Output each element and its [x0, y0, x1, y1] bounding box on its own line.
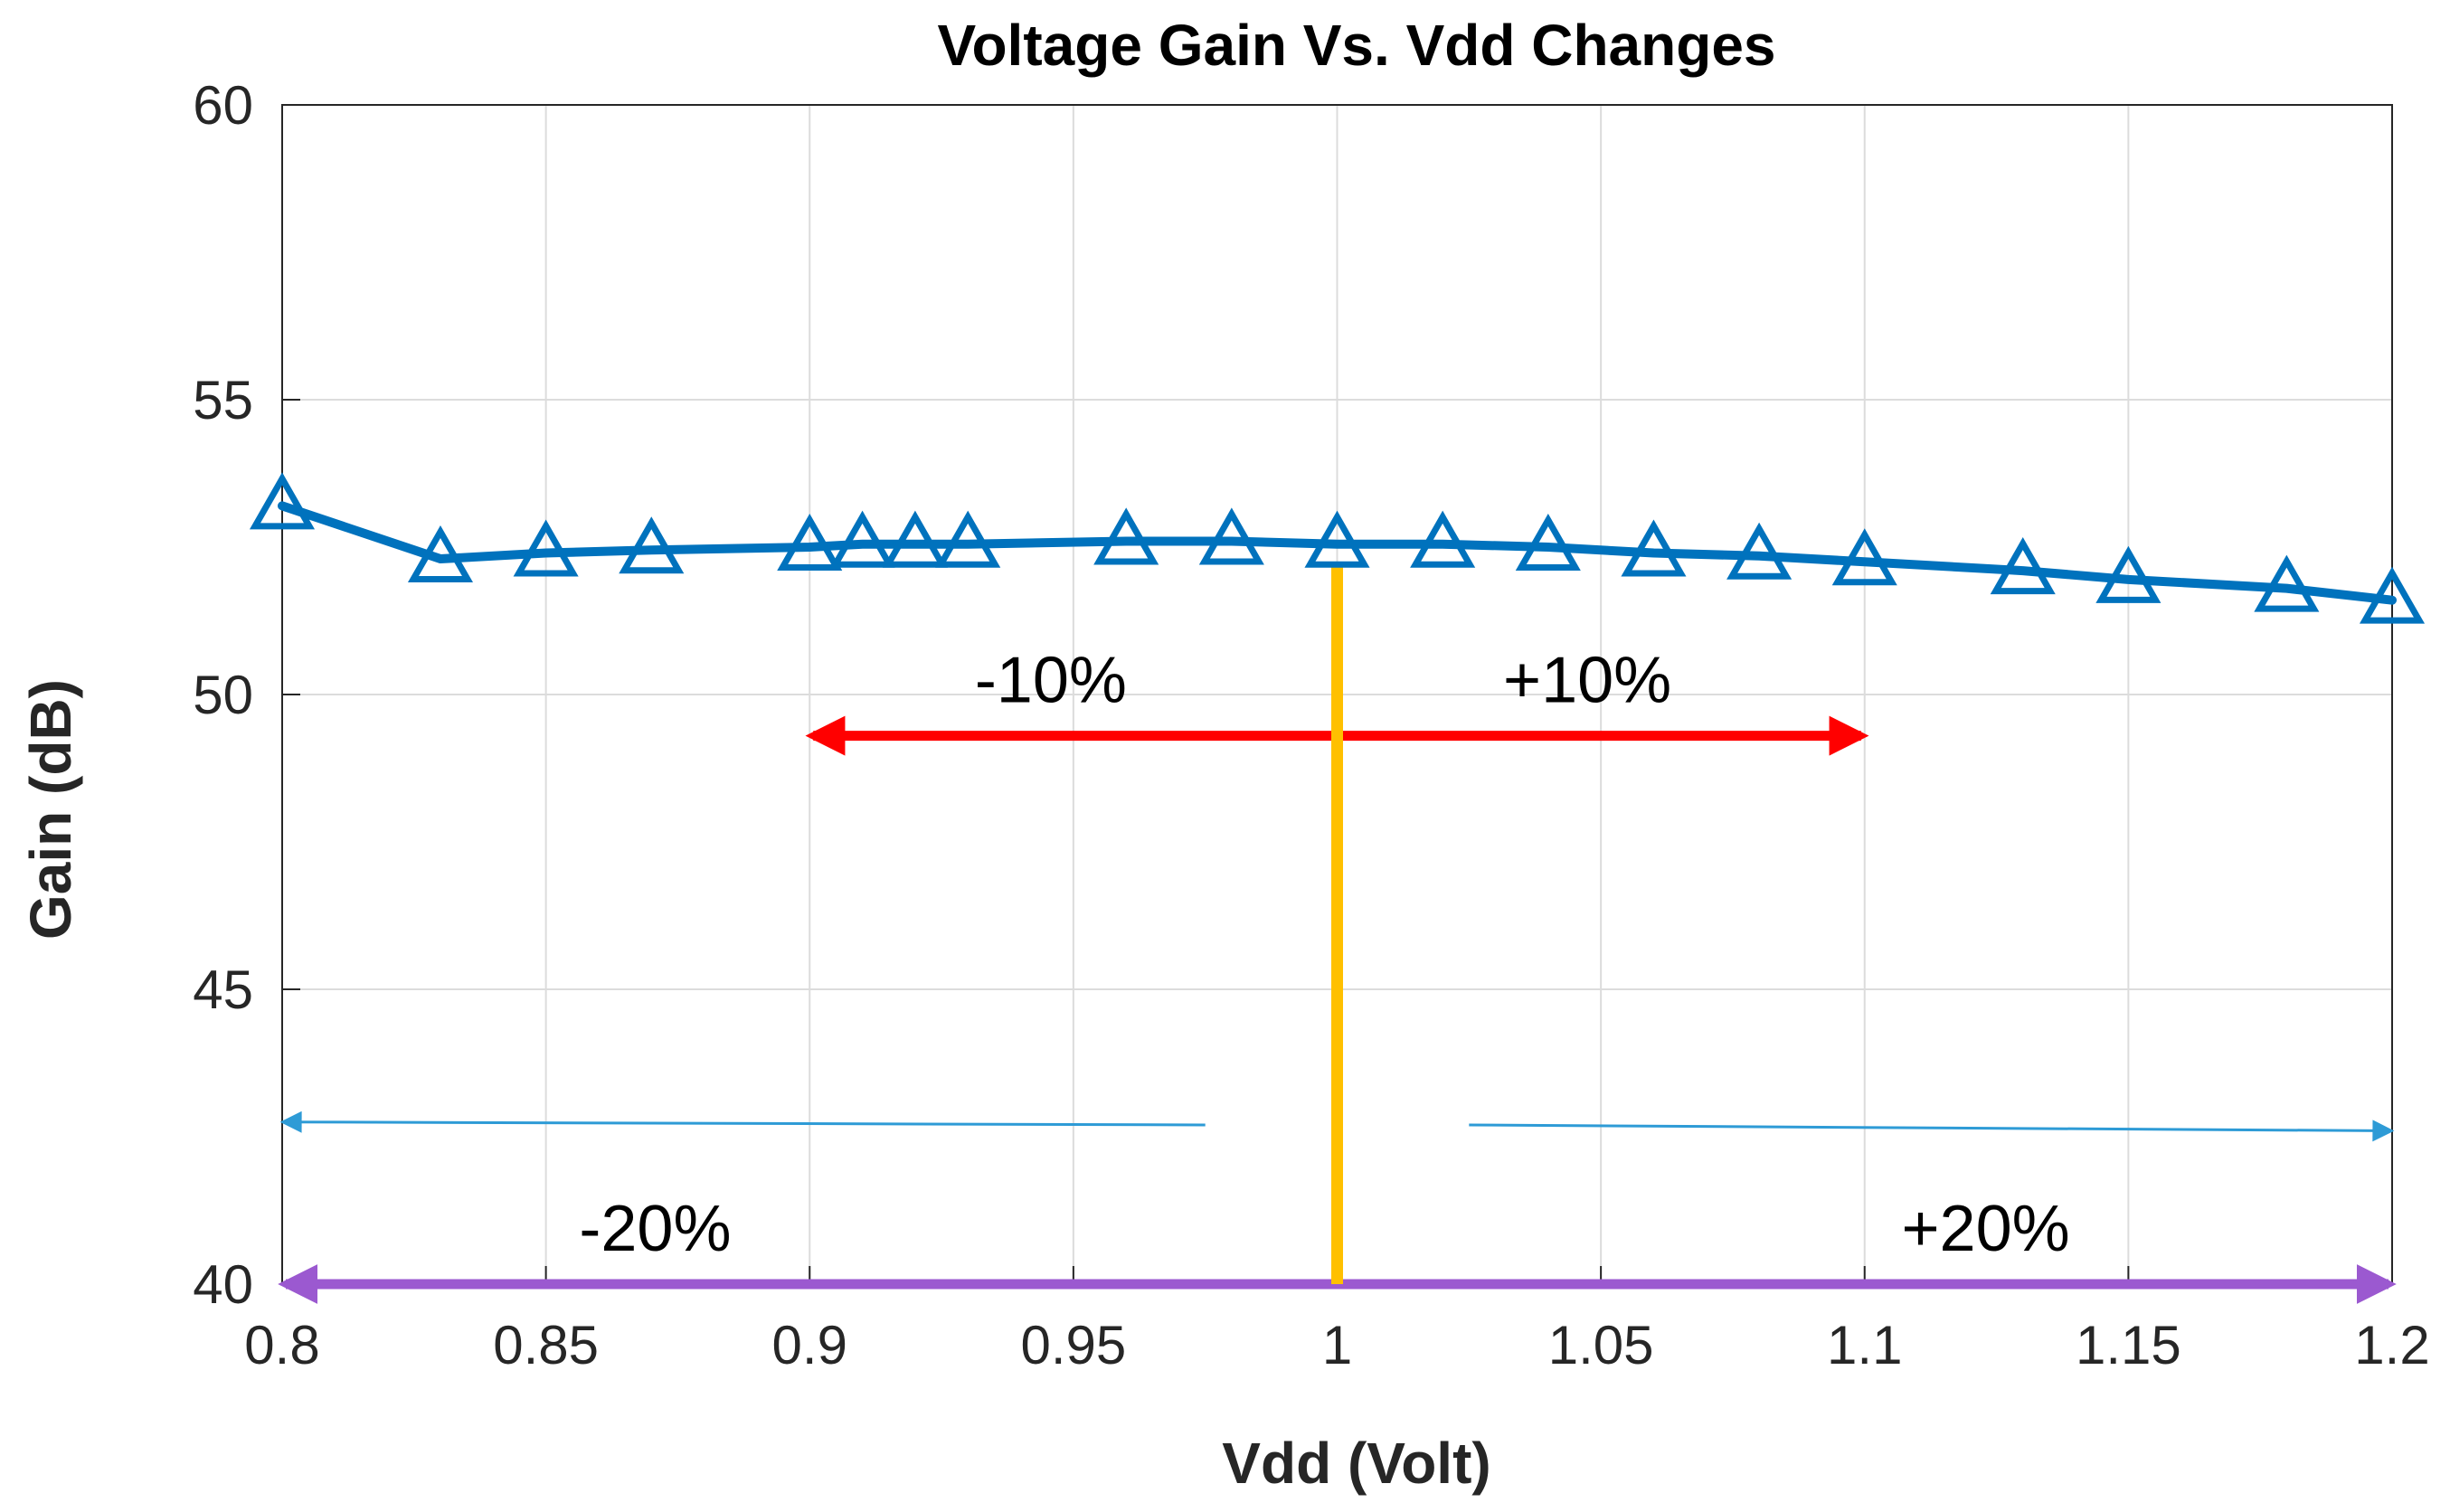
label-minus-20: -20% [579, 1193, 731, 1265]
data-point [1198, 507, 1264, 565]
x-axis-label: Vdd (Volt) [1222, 1431, 1490, 1496]
series-line [278, 501, 2397, 605]
data-point [407, 524, 474, 583]
y-tick-label: 55 [193, 370, 253, 430]
data-point [1990, 537, 2056, 595]
data-point [829, 510, 895, 568]
x-tick-label: 0.85 [493, 1315, 599, 1375]
label-minus-10: -10% [975, 644, 1127, 716]
x-tick-label: 1.15 [2076, 1315, 2181, 1375]
y-tick-label: 60 [193, 75, 253, 136]
data-point [1621, 519, 1687, 577]
chart-title: Voltage Gain Vs. Vdd Changes [938, 13, 1776, 78]
data-point [935, 510, 1001, 568]
data-point [1515, 513, 1581, 571]
data-point [777, 513, 843, 571]
data-point [2095, 545, 2161, 603]
data-point [1093, 507, 1159, 565]
x-tick-label: 0.9 [772, 1315, 847, 1375]
arrow-plus-20-thin [1469, 1120, 2395, 1142]
y-tick-label: 40 [193, 1254, 253, 1315]
annotations [278, 564, 2397, 1304]
y-tick-label: 50 [193, 665, 253, 725]
data-point [1726, 522, 1793, 580]
x-tick-label: 0.95 [1020, 1315, 1126, 1375]
data-point [2359, 566, 2426, 624]
data-point [2254, 554, 2320, 612]
x-tick-label: 1.2 [2354, 1315, 2429, 1375]
data-point [513, 519, 579, 577]
y-axis: 40 45 50 55 60 [193, 75, 300, 1315]
data-point [1410, 510, 1476, 568]
data-point [249, 472, 316, 530]
arrow-minus-20-thin [279, 1110, 1206, 1133]
x-tick-label: 1 [1322, 1315, 1352, 1375]
data-point [882, 510, 948, 568]
annotation-labels: -10% +10% -20% +20% [579, 644, 2069, 1264]
y-axis-label: Gain (dB) [18, 679, 83, 940]
label-plus-10: +10% [1503, 644, 1671, 716]
x-tick-label: 1.1 [1827, 1315, 1902, 1375]
data-point [619, 516, 685, 574]
data-point [1304, 510, 1370, 568]
x-axis: 0.8 0.85 0.9 0.95 1 1.05 1.1 1.15 1.2 [244, 1266, 2430, 1375]
x-tick-label: 0.8 [244, 1315, 319, 1375]
series-gain [249, 472, 2426, 624]
data-point [1831, 528, 1897, 586]
x-tick-label: 1.05 [1548, 1315, 1654, 1375]
label-plus-20: +20% [1901, 1193, 2069, 1265]
y-tick-label: 45 [193, 959, 253, 1020]
